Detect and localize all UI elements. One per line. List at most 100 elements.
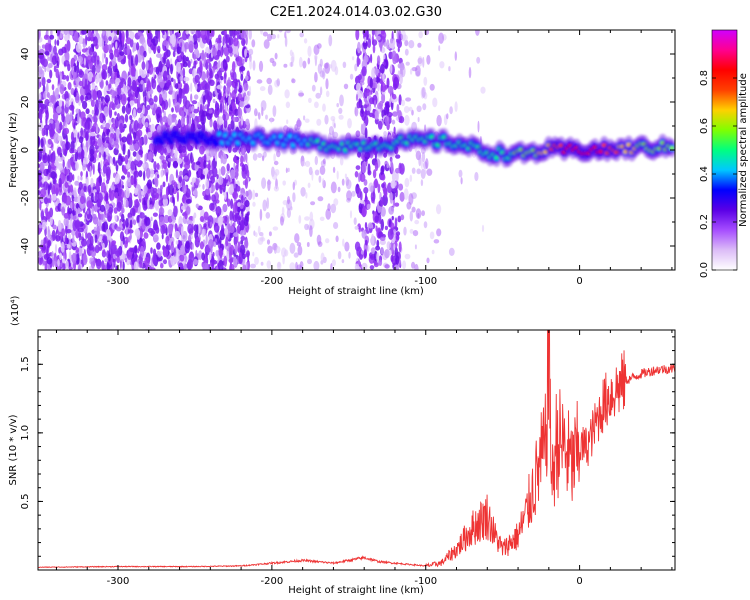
noise-speckle xyxy=(108,241,111,253)
noise-speckle xyxy=(287,196,290,205)
noise-speckle xyxy=(38,52,45,60)
noise-speckle xyxy=(209,70,214,79)
noise-speckle xyxy=(93,36,98,47)
noise-speckle xyxy=(69,112,73,122)
noise-speckle xyxy=(109,78,115,85)
noise-speckle xyxy=(364,36,367,44)
noise-speckle xyxy=(375,36,381,41)
noise-speckle xyxy=(163,51,169,60)
noise-speckle xyxy=(168,98,171,108)
noise-speckle xyxy=(409,228,414,234)
noise-speckle xyxy=(82,100,88,110)
noise-speckle xyxy=(215,238,217,243)
noise-speckle xyxy=(240,220,245,231)
noise-speckle xyxy=(163,70,168,81)
noise-speckle xyxy=(139,245,145,258)
noise-speckle xyxy=(330,263,333,270)
noise-speckle xyxy=(289,242,296,254)
noise-speckle xyxy=(307,182,311,189)
noise-speckle xyxy=(51,185,56,197)
noise-speckle xyxy=(92,89,97,101)
noise-speckle xyxy=(95,124,99,135)
noise-speckle xyxy=(212,98,216,104)
noise-speckle xyxy=(51,84,55,91)
noise-speckle xyxy=(114,97,119,106)
noise-speckle xyxy=(323,62,329,69)
noise-speckle xyxy=(73,91,77,98)
noise-speckle xyxy=(207,30,210,40)
noise-speckle xyxy=(108,83,112,89)
noise-speckle xyxy=(160,184,164,190)
noise-speckle xyxy=(334,66,339,76)
noise-speckle xyxy=(102,98,105,106)
noise-speckle xyxy=(433,239,440,244)
noise-speckle xyxy=(165,227,168,236)
noise-speckle xyxy=(260,261,264,266)
noise-speckle xyxy=(212,252,215,257)
noise-speckle xyxy=(124,113,129,123)
noise-speckle xyxy=(244,95,249,106)
noise-speckle xyxy=(132,46,135,53)
noise-speckle xyxy=(335,235,339,243)
noise-speckle xyxy=(137,93,141,103)
noise-speckle xyxy=(347,118,352,129)
noise-speckle xyxy=(333,198,339,206)
noise-speckle xyxy=(388,206,395,215)
noise-speckle xyxy=(206,81,211,93)
noise-speckle xyxy=(59,121,63,131)
noise-speckle xyxy=(257,153,263,158)
noise-speckle xyxy=(152,248,157,256)
noise-speckle xyxy=(391,215,394,221)
noise-speckle xyxy=(97,137,102,148)
noise-speckle xyxy=(283,63,288,68)
noise-speckle xyxy=(316,234,322,245)
noise-speckle xyxy=(356,56,360,68)
spectrogram-ridge-layer xyxy=(151,125,675,168)
noise-speckle xyxy=(286,208,291,218)
noise-speckle xyxy=(133,143,139,151)
noise-speckle xyxy=(197,106,200,113)
noise-speckle xyxy=(173,181,178,188)
noise-speckle xyxy=(244,48,247,58)
noise-speckle xyxy=(176,190,179,202)
noise-speckle xyxy=(426,257,430,264)
x-tick-label: -200 xyxy=(261,276,284,287)
noise-speckle xyxy=(87,119,91,131)
noise-speckle xyxy=(370,185,374,193)
noise-speckle xyxy=(304,223,310,231)
noise-speckle xyxy=(85,108,90,115)
noise-speckle xyxy=(50,215,53,226)
noise-speckle xyxy=(322,158,326,165)
noise-speckle xyxy=(254,108,258,117)
noise-speckle xyxy=(225,102,228,113)
noise-speckle xyxy=(363,187,369,194)
noise-speckle xyxy=(82,163,87,171)
noise-speckle xyxy=(218,260,224,270)
noise-speckle xyxy=(133,176,137,185)
noise-speckle xyxy=(158,31,161,43)
noise-speckle xyxy=(63,193,68,204)
noise-speckle xyxy=(426,168,433,176)
noise-speckle xyxy=(391,50,397,61)
noise-speckle xyxy=(109,101,115,109)
noise-speckle xyxy=(102,30,106,36)
noise-speckle xyxy=(244,200,250,208)
noise-speckle xyxy=(302,60,307,69)
noise-speckle xyxy=(391,182,395,187)
noise-speckle xyxy=(370,233,375,246)
noise-speckle xyxy=(94,191,98,202)
noise-speckle xyxy=(372,113,375,119)
noise-speckle xyxy=(167,113,173,126)
noise-speckle xyxy=(373,99,377,108)
noise-speckle xyxy=(129,156,133,162)
noise-speckle xyxy=(153,234,159,242)
noise-speckle xyxy=(139,36,146,45)
noise-speckle xyxy=(134,54,139,66)
noise-speckle xyxy=(87,71,94,82)
noise-speckle xyxy=(86,200,93,209)
noise-speckle xyxy=(226,79,232,88)
noise-speckle xyxy=(207,194,211,201)
noise-speckle xyxy=(270,117,273,124)
noise-speckle xyxy=(162,194,168,200)
noise-speckle xyxy=(120,59,126,65)
